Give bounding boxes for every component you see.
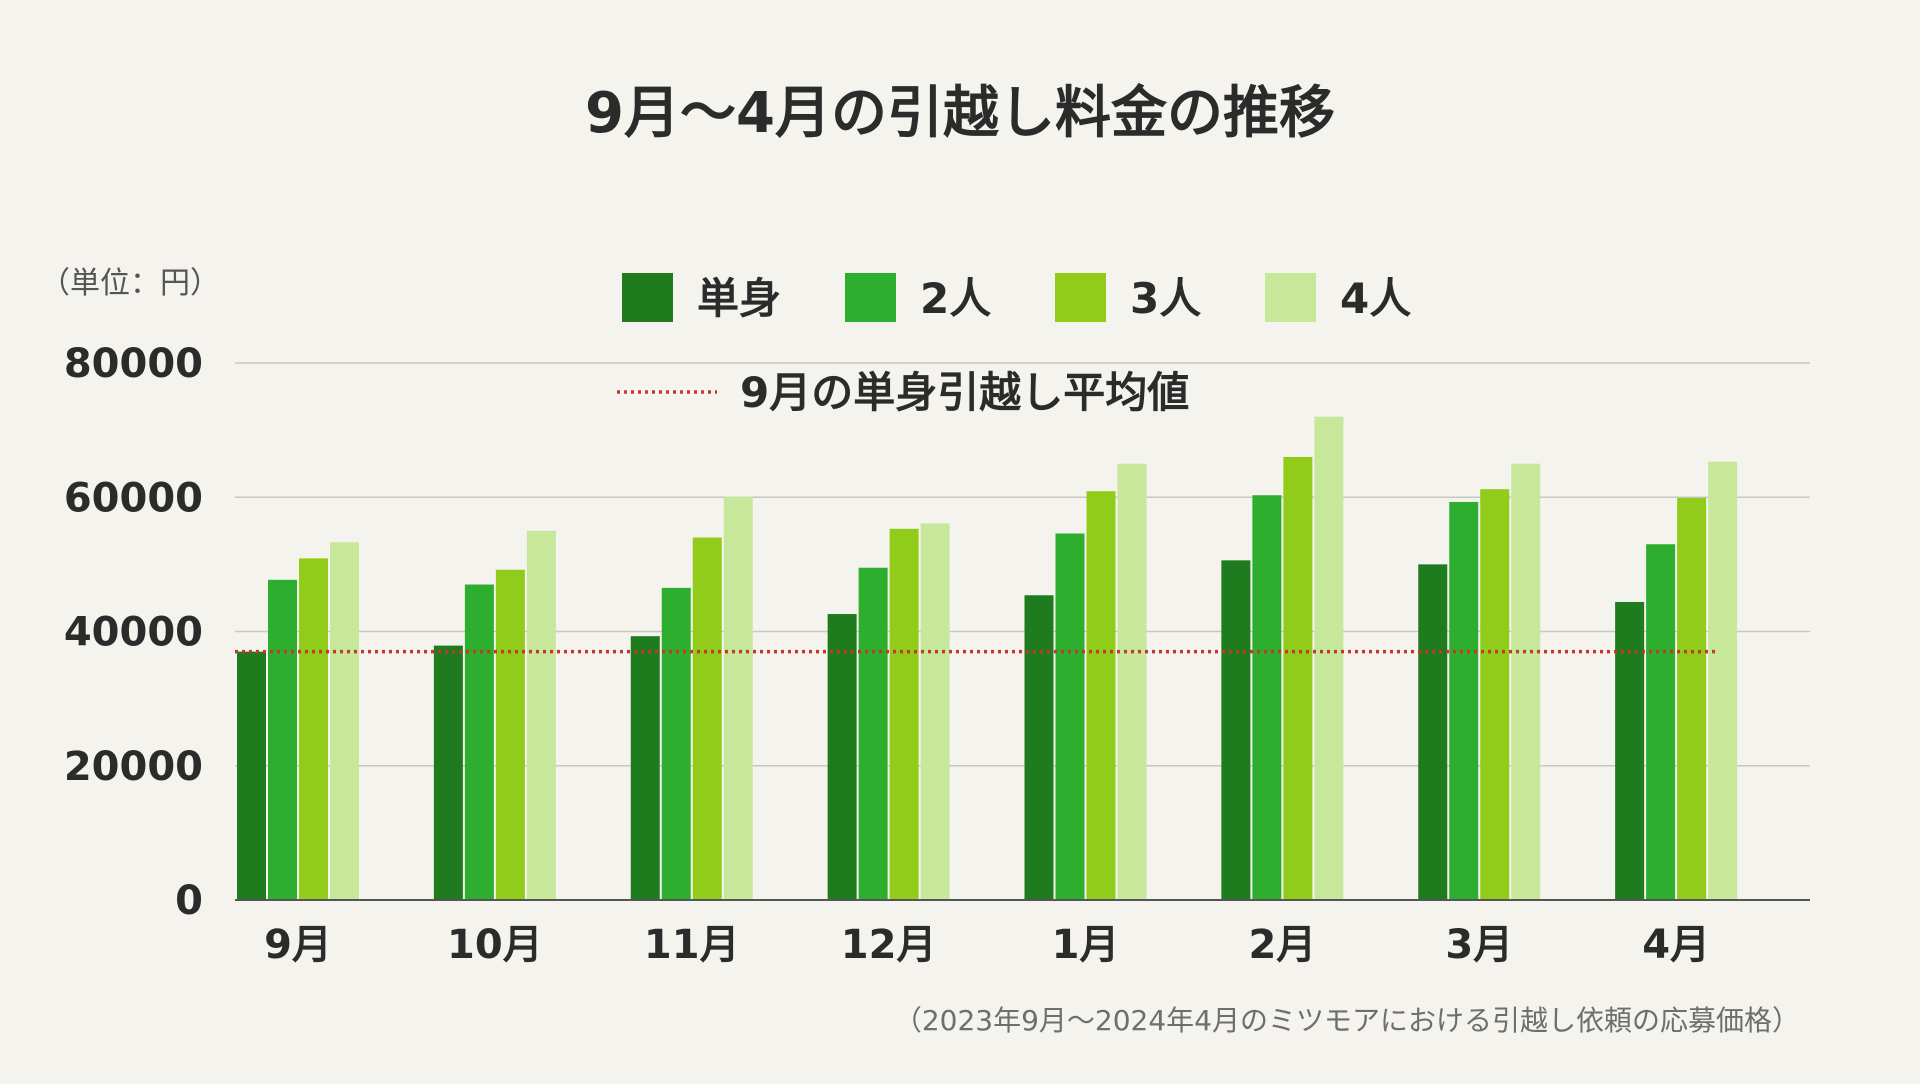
- bars-layer: [237, 416, 1738, 900]
- bar: [1055, 533, 1085, 900]
- legend-swatch: [1265, 273, 1316, 322]
- legend-label: 単身: [697, 274, 781, 323]
- bar: [1615, 601, 1645, 900]
- bar: [1480, 489, 1510, 900]
- bar: [299, 558, 328, 900]
- bar: [858, 567, 888, 900]
- bar: [526, 530, 556, 900]
- x-tick-label: 4月: [1642, 922, 1710, 968]
- bar: [1024, 595, 1054, 900]
- bar: [330, 542, 359, 900]
- bar: [1511, 463, 1541, 900]
- x-tick-label: 9月: [264, 922, 332, 968]
- source-note: （2023年9月〜2024年4月のミツモアにおける引越し依頼の応募価格）: [894, 1004, 1800, 1037]
- bar: [237, 651, 266, 900]
- x-tick-label: 10月: [447, 922, 543, 968]
- bar: [1086, 491, 1116, 900]
- bar: [1283, 456, 1313, 900]
- bar: [630, 636, 660, 900]
- legend-swatch: [1055, 273, 1106, 322]
- bar: [1117, 463, 1147, 900]
- bar: [1221, 560, 1251, 900]
- bar: [827, 614, 857, 900]
- bar: [889, 528, 919, 900]
- y-tick-label: 20000: [64, 744, 203, 790]
- legend-label: 3人: [1130, 274, 1201, 323]
- legend-swatch: [622, 273, 673, 322]
- x-tick-label: 1月: [1052, 922, 1120, 968]
- y-tick-label: 40000: [64, 610, 203, 656]
- bar: [1418, 564, 1448, 900]
- axis-layer: 0 20000 40000 60000 80000 9月 10月 11月 12月 1月 2月 3月 4月: [64, 341, 1810, 968]
- legend-label: 4人: [1340, 274, 1411, 323]
- bar: [495, 569, 525, 900]
- y-tick-label: 80000: [64, 341, 203, 387]
- x-tick-label: 12月: [841, 922, 937, 968]
- legend-swatch: [845, 273, 896, 322]
- bar: [692, 537, 722, 900]
- y-tick-label: 0: [175, 878, 203, 924]
- legend: 単身 2人 3人 4人 9月の単身引越し平均値: [617, 273, 1411, 417]
- legend-label: 2人: [920, 274, 991, 323]
- bar: [1252, 495, 1282, 900]
- x-tick-label: 3月: [1445, 922, 1513, 968]
- bar: [723, 496, 753, 900]
- bar: [1677, 497, 1707, 900]
- x-tick-label: 11月: [644, 922, 740, 968]
- bar: [268, 579, 297, 900]
- bar: [1314, 416, 1344, 900]
- x-tick-label: 2月: [1248, 922, 1316, 968]
- bar: [661, 587, 691, 900]
- bar: [1449, 501, 1479, 900]
- legend-reference-label: 9月の単身引越し平均値: [740, 368, 1189, 417]
- bar: [920, 523, 950, 900]
- unit-label: （単位：円）: [40, 266, 220, 301]
- bar: [464, 584, 494, 900]
- bar: [1646, 544, 1676, 900]
- y-tick-label: 60000: [64, 475, 203, 521]
- bar: [433, 645, 463, 900]
- chart-title: 9月〜4月の引越し料金の推移: [585, 81, 1335, 146]
- bar: [1708, 461, 1738, 900]
